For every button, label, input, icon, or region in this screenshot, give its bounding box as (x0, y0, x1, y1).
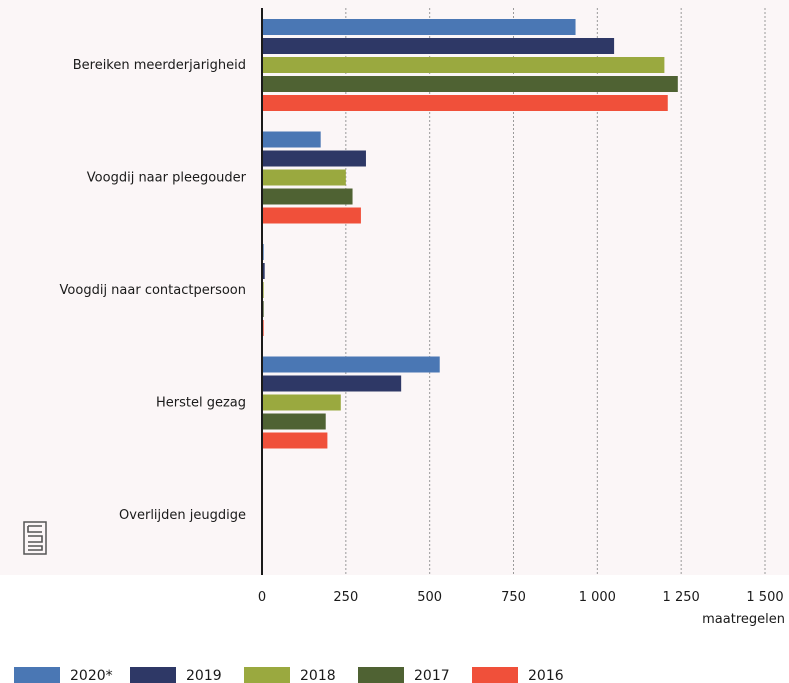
legend-swatch (14, 667, 60, 683)
bar (262, 188, 353, 205)
category-labels: Bereiken meerderjarigheid Voogdij naar pl… (60, 58, 247, 523)
bar (262, 169, 346, 186)
legend-swatch (244, 667, 290, 683)
grid-lines (345, 8, 766, 575)
legend-swatch (130, 667, 176, 683)
category-label: Voogdij naar contactpersoon (60, 283, 246, 298)
category-label: Bereiken meerderjarigheid (73, 58, 246, 73)
x-tick-label: 500 (417, 590, 442, 605)
category-label: Herstel gezag (156, 396, 246, 411)
legend-label: 2017 (414, 668, 450, 683)
bar (262, 375, 402, 392)
x-tick-label: 0 (258, 590, 266, 605)
category-label: Overlijden jeugdige (119, 508, 246, 523)
bar (262, 57, 665, 73)
bar (262, 263, 265, 279)
bar (262, 356, 440, 373)
x-tick-label: 750 (501, 590, 526, 605)
bar (262, 432, 328, 449)
legend: 2020* 2019 2018 2017 2016 (14, 667, 564, 683)
legend-label: 2020* (70, 668, 113, 683)
bar (262, 131, 321, 148)
x-tick-labels: 0 250 500 750 1 000 1 250 1 500 (258, 590, 784, 605)
bar (262, 19, 576, 35)
cbs-logo (23, 521, 47, 555)
category-label: Voogdij naar pleegouder (87, 171, 247, 186)
legend-label: 2018 (300, 668, 336, 683)
x-tick-label: 250 (333, 590, 358, 605)
bar (262, 150, 366, 167)
legend-label: 2019 (186, 668, 222, 683)
bar (262, 207, 361, 224)
x-tick-label: 1 500 (746, 590, 783, 605)
x-tick-label: 1 000 (579, 590, 616, 605)
legend-swatch (472, 667, 518, 683)
x-axis-unit-label: maatregelen (702, 612, 785, 627)
bar (262, 95, 668, 111)
bar (262, 76, 678, 92)
bar (262, 413, 326, 430)
bar (262, 394, 341, 411)
x-tick-label: 1 250 (663, 590, 700, 605)
legend-label: 2016 (528, 668, 564, 683)
bar (262, 38, 615, 54)
legend-swatch (358, 667, 404, 683)
